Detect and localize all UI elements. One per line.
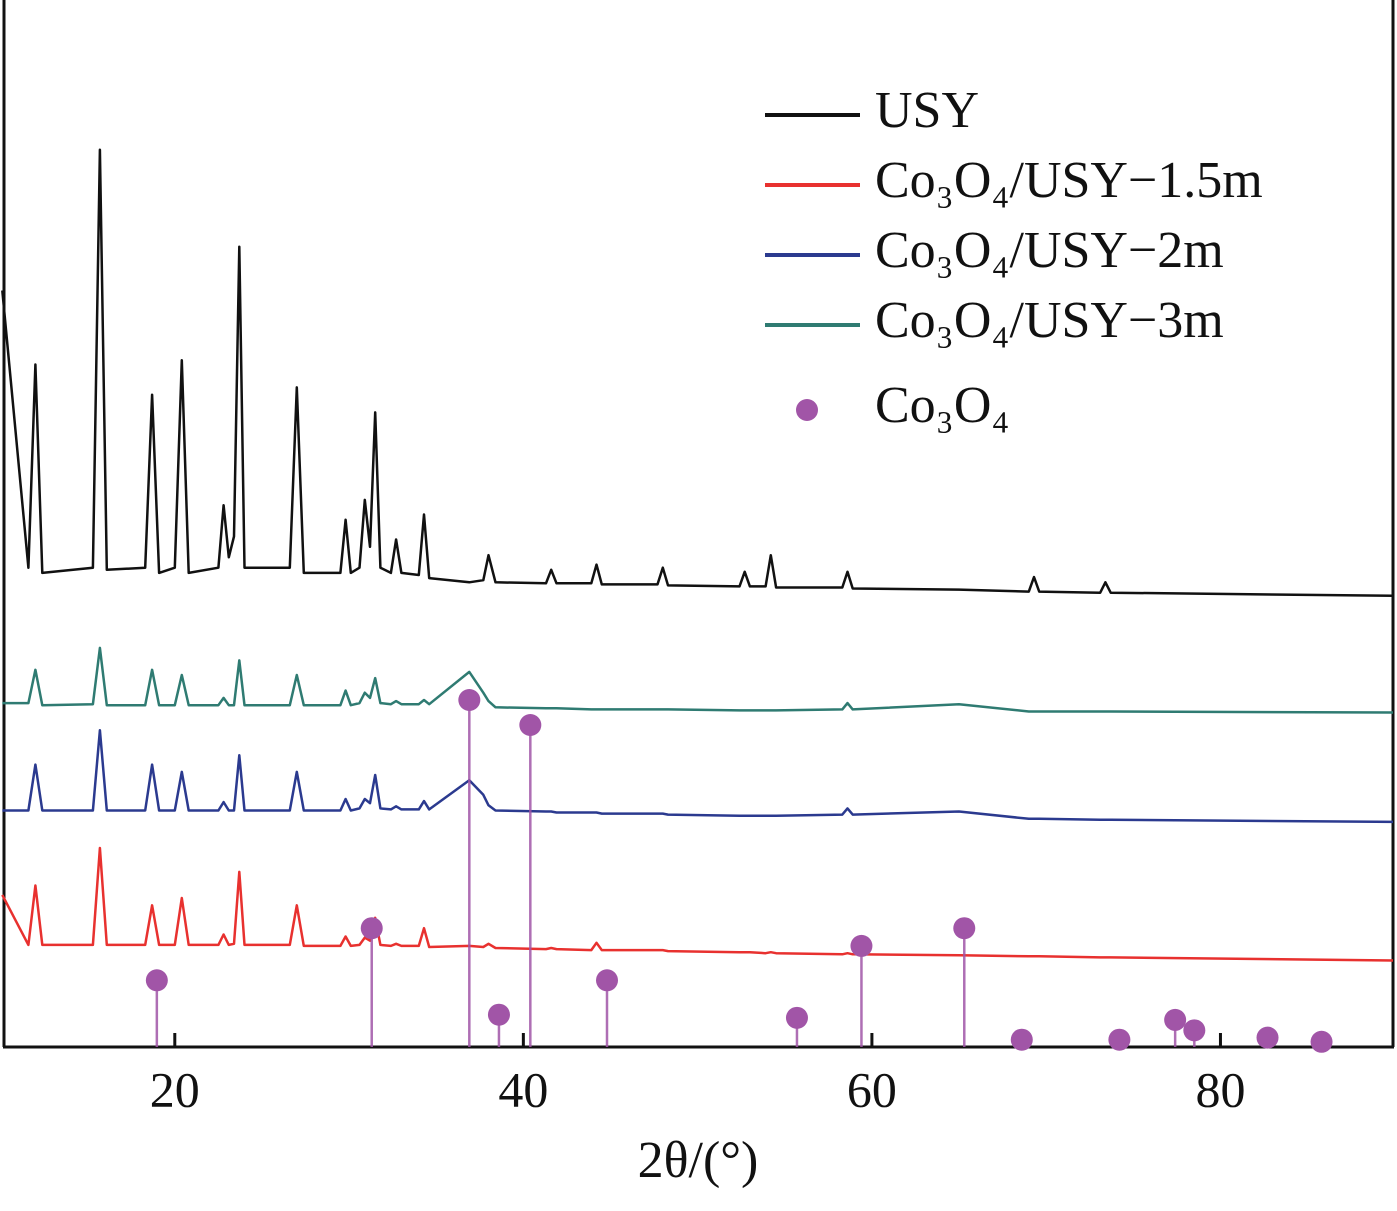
stem-marker: [145, 969, 168, 992]
x-tick-label: 60: [847, 1061, 897, 1117]
legend-label: Co₃O₄/USY−1.5m: [875, 152, 1263, 209]
stem-marker: [1164, 1008, 1187, 1031]
stem-marker: [596, 969, 619, 992]
stem-marker: [360, 917, 383, 940]
legend-label: Co₃O₄/USY−3m: [875, 292, 1224, 349]
legend-marker: [796, 399, 818, 421]
stem-marker: [1108, 1028, 1131, 1051]
stem-marker: [519, 714, 542, 737]
x-axis-label: 2θ/(°): [638, 1132, 759, 1189]
legend-label: Co₃O₄: [875, 377, 1010, 434]
stem-marker: [487, 1003, 510, 1026]
stem-marker: [953, 917, 976, 940]
x-tick-label: 20: [150, 1061, 200, 1117]
stem-marker: [1310, 1030, 1333, 1053]
series-line: [1, 148, 1394, 598]
x-tick-label: 40: [498, 1061, 548, 1117]
stem-marker: [1010, 1028, 1033, 1051]
stem-marker: [1256, 1026, 1279, 1049]
stem-marker: [1183, 1019, 1206, 1042]
series-line: [2, 728, 1394, 824]
legend-label: USY: [875, 82, 979, 139]
stem-marker: [458, 689, 481, 712]
series-line: [2, 646, 1394, 714]
legend-label: Co₃O₄/USY−2m: [875, 222, 1224, 279]
series-line: [1, 846, 1394, 962]
stem-marker: [785, 1006, 808, 1029]
stem-marker: [850, 934, 873, 957]
x-tick-label: 80: [1195, 1061, 1245, 1117]
